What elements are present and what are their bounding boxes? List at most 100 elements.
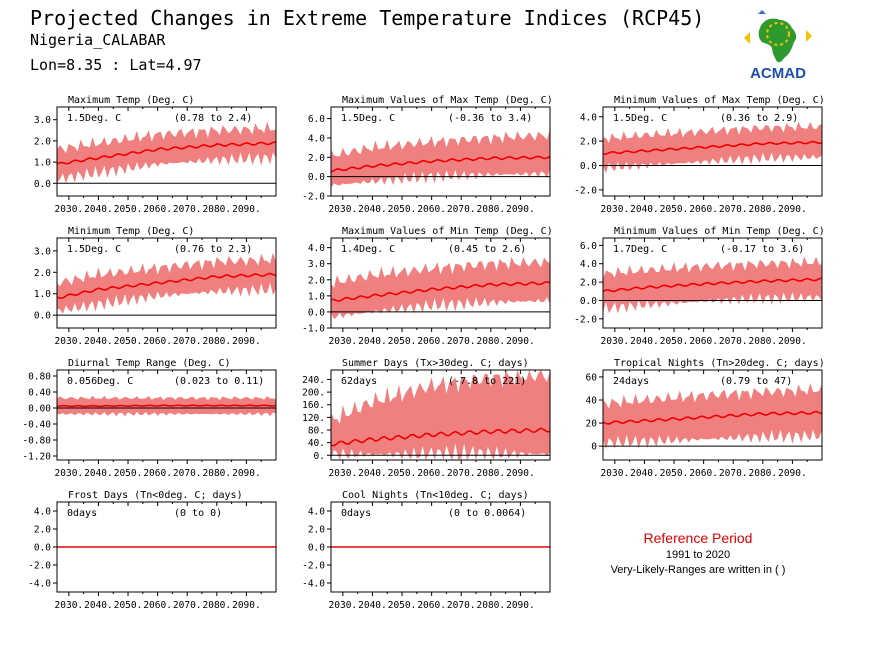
median-change-label: 0days [341, 508, 371, 519]
x-tick-label: 2070. [719, 204, 748, 215]
x-tick-label: 2090. [232, 336, 261, 347]
likely-range-label: (0 to 0) [174, 508, 222, 519]
x-tick-label: 2090. [232, 600, 261, 611]
likely-range-label: (-0.36 to 3.4) [448, 113, 532, 124]
chart-title: Frost Days (Tn<0deg. C; days) [68, 490, 243, 501]
x-tick-label: 2050. [114, 336, 143, 347]
x-tick-label: 2050. [660, 468, 689, 479]
y-tick-label: 2.0 [34, 268, 51, 279]
x-tick-label: 2090. [506, 468, 535, 479]
x-tick-label: 2050. [660, 204, 689, 215]
x-tick-label: 2090. [778, 336, 807, 347]
likely-range-label: (0.023 to 0.11) [174, 376, 264, 387]
median-line [56, 404, 277, 408]
x-tick-label: 2040. [84, 600, 113, 611]
uncertainty-band [57, 252, 276, 314]
y-tick-label: 3.0 [34, 246, 51, 257]
chart-title: Minimum Values of Min Temp (Deg. C) [614, 226, 825, 237]
median-change-label: 0.056Deg. C [67, 376, 133, 387]
x-tick-label: 2030. [601, 204, 630, 215]
x-tick-label: 2040. [358, 468, 387, 479]
chart-panel-0: 0.0 1.0 2.0 3.0 2030. 2040. 2050. 2060. 2070. 208… [34, 95, 277, 215]
x-tick-label: 2040. [84, 336, 113, 347]
reference-period-years: 1991 to 2020 [665, 549, 731, 561]
y-tick-label: -0.40 [22, 420, 51, 431]
x-tick-label: 2070. [447, 468, 476, 479]
median-line [330, 427, 551, 447]
chart-panel-6: -1.20 -0.80 -0.40 0.00 0.40 0.80 2030. 2040. 205… [22, 358, 277, 479]
x-tick-label: 2030. [329, 600, 358, 611]
x-tick-label: 2090. [506, 204, 535, 215]
x-tick-label: 2070. [173, 336, 202, 347]
x-tick-label: 2070. [173, 468, 202, 479]
y-tick-label: -2.0 [574, 314, 597, 325]
x-tick-label: 2060. [689, 336, 718, 347]
x-tick-label: 2070. [173, 600, 202, 611]
y-tick-label: 4.0 [34, 507, 51, 518]
x-tick-label: 2090. [778, 204, 807, 215]
plot-frame [602, 106, 823, 197]
chart-title: Maximum Temp (Deg. C) [68, 95, 194, 106]
y-tick-label: 6.0 [580, 241, 597, 252]
x-tick-label: 2070. [447, 336, 476, 347]
y-tick-label: -2.0 [574, 185, 597, 196]
y-tick-label: 2.0 [580, 278, 597, 289]
y-tick-label: 0.0 [580, 296, 597, 307]
y-tick-label: 0 [591, 442, 597, 453]
x-tick-label: 2070. [173, 204, 202, 215]
uncertainty-band [331, 256, 550, 320]
x-tick-label: 2090. [232, 468, 261, 479]
chart-title: Maximum Values of Max Temp (Deg. C) [342, 95, 553, 106]
x-tick-label: 2080. [203, 468, 232, 479]
likely-range-label: (0.76 to 2.3) [174, 244, 252, 255]
chart-panel-5: -2.0 0.0 2.0 4.0 6.0 2030. 2040. 2050. 2060. 2070… [574, 226, 825, 347]
y-tick-label: 80. [308, 426, 325, 437]
x-tick-label: 2080. [749, 204, 778, 215]
x-tick-label: 2050. [388, 336, 417, 347]
y-tick-label: 200. [302, 388, 325, 399]
uncertainty-band [603, 121, 822, 174]
x-tick-label: 2080. [203, 600, 232, 611]
x-tick-label: 2060. [689, 468, 718, 479]
reference-period-title: Reference Period [643, 530, 753, 546]
y-tick-label: 3.0 [308, 259, 325, 270]
y-tick-label: 2.0 [34, 525, 51, 536]
chart-panel-7: 0.40.80.120.160.200.240.2030. 2040. 2050. 2… [302, 358, 551, 479]
likely-range-label: (0.78 to 2.4) [174, 113, 252, 124]
plot-frame [330, 369, 551, 461]
x-tick-label: 2080. [477, 204, 506, 215]
chart-panel-10: -4.0 -2.0 0.0 2.0 4.0 2030. 2040. 2050. 2060. 207… [302, 490, 551, 611]
x-tick-label: 2060. [689, 204, 718, 215]
y-tick-label: 0. [314, 451, 325, 462]
x-tick-label: 2090. [506, 600, 535, 611]
y-tick-label: 4.0 [580, 259, 597, 270]
x-tick-label: 2060. [417, 600, 446, 611]
y-tick-label: 1.0 [308, 291, 325, 302]
page-title: Projected Changes in Extreme Temperature… [30, 6, 705, 30]
y-tick-label: 0.80 [28, 372, 51, 383]
likely-range-label: (0.45 to 2.6) [448, 244, 526, 255]
y-tick-label: 60 [586, 372, 598, 383]
y-tick-label: -2.0 [28, 561, 51, 572]
y-tick-label: 4.0 [308, 507, 325, 518]
median-line [602, 140, 823, 155]
x-tick-label: 2080. [477, 468, 506, 479]
plot-frame [330, 106, 551, 197]
likely-range-label: (-7.8 to 221) [448, 376, 526, 387]
y-tick-label: 4.0 [308, 243, 325, 254]
likely-range-label: (0 to 0.0064) [448, 508, 526, 519]
y-tick-label: 120. [302, 413, 325, 424]
y-tick-label: 2.0 [34, 136, 51, 147]
y-tick-label: 1.0 [34, 289, 51, 300]
y-tick-label: 0.0 [308, 543, 325, 554]
x-tick-label: 2030. [329, 468, 358, 479]
x-tick-label: 2060. [417, 204, 446, 215]
x-tick-label: 2090. [232, 204, 261, 215]
y-tick-label: -1.0 [302, 324, 325, 335]
x-tick-label: 2060. [143, 336, 172, 347]
y-tick-label: -4.0 [302, 579, 325, 590]
y-tick-label: 40. [308, 438, 325, 449]
x-tick-label: 2030. [329, 336, 358, 347]
y-tick-label: -4.0 [28, 579, 51, 590]
